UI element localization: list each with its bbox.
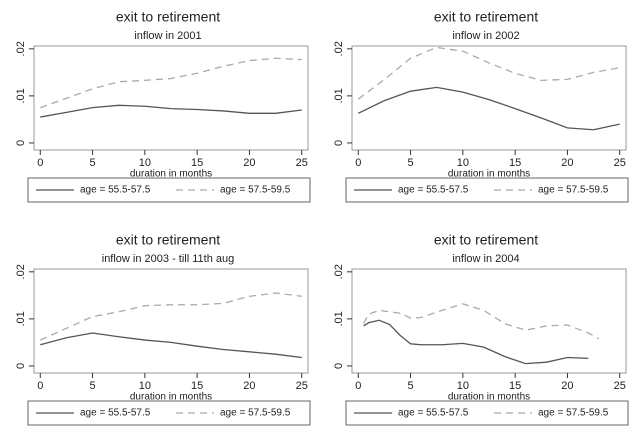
plot-frame bbox=[33, 268, 309, 374]
y-tick-label: 0 bbox=[15, 363, 27, 369]
x-axis-label: duration in months bbox=[448, 169, 530, 180]
y-tick-label: .01 bbox=[333, 311, 345, 326]
x-tick-label: 0 bbox=[37, 380, 43, 392]
plot-frame bbox=[33, 45, 309, 151]
x-axis-label: duration in months bbox=[448, 392, 530, 403]
y-tick-label: 0 bbox=[333, 363, 345, 369]
x-axis-label: duration in months bbox=[130, 169, 212, 180]
series-line bbox=[362, 303, 600, 340]
series-line bbox=[40, 332, 302, 359]
x-tick-label: 10 bbox=[139, 157, 151, 169]
legend-box bbox=[27, 400, 311, 426]
legend-label: age = 57.5-59.5 bbox=[220, 408, 291, 419]
chart-subtitle: inflow in 2001 bbox=[134, 30, 201, 42]
x-tick-label: 15 bbox=[509, 157, 521, 169]
legend-box bbox=[27, 177, 311, 203]
legend-label: age = 57.5-59.5 bbox=[538, 408, 609, 419]
x-tick-label: 0 bbox=[37, 157, 43, 169]
series-line bbox=[357, 86, 620, 131]
x-tick-label: 5 bbox=[408, 157, 414, 169]
y-tick-label: .01 bbox=[15, 88, 27, 103]
legend-label: age = 55.5-57.5 bbox=[398, 185, 469, 196]
x-tick-label: 5 bbox=[90, 380, 96, 392]
x-tick-label: 20 bbox=[243, 380, 255, 392]
x-tick-label: 5 bbox=[90, 157, 96, 169]
legend-box bbox=[345, 177, 629, 203]
chart-title: exit to retirement bbox=[116, 232, 220, 248]
legend-label: age = 57.5-59.5 bbox=[538, 185, 609, 196]
x-tick-label: 10 bbox=[457, 157, 469, 169]
x-tick-label: 10 bbox=[457, 380, 469, 392]
series-line bbox=[40, 292, 302, 341]
series-line bbox=[40, 57, 302, 109]
chart-subtitle: inflow in 2003 - till 11th aug bbox=[102, 253, 235, 265]
chart-title: exit to retirement bbox=[434, 9, 538, 25]
legend-label: age = 55.5-57.5 bbox=[398, 408, 469, 419]
x-tick-label: 25 bbox=[296, 157, 308, 169]
x-tick-label: 5 bbox=[408, 380, 414, 392]
y-tick-label: 0 bbox=[333, 140, 345, 146]
series-line bbox=[357, 46, 620, 100]
y-tick-label: .02 bbox=[15, 41, 27, 56]
x-tick-label: 20 bbox=[561, 157, 573, 169]
y-tick-label: 0 bbox=[15, 140, 27, 146]
chart-title: exit to retirement bbox=[116, 9, 220, 25]
legend-label: age = 55.5-57.5 bbox=[80, 185, 151, 196]
x-tick-label: 0 bbox=[355, 157, 361, 169]
plot-frame bbox=[351, 45, 627, 151]
x-tick-label: 10 bbox=[139, 380, 151, 392]
x-tick-label: 25 bbox=[614, 380, 626, 392]
series-line bbox=[363, 319, 589, 365]
legend-label: age = 55.5-57.5 bbox=[80, 408, 151, 419]
chart-title: exit to retirement bbox=[434, 232, 538, 248]
x-tick-label: 25 bbox=[614, 157, 626, 169]
legend-box bbox=[345, 400, 629, 426]
x-tick-label: 0 bbox=[355, 380, 361, 392]
y-tick-label: .01 bbox=[333, 88, 345, 103]
plot-frame bbox=[351, 268, 627, 374]
y-tick-label: .02 bbox=[15, 264, 27, 279]
x-tick-label: 20 bbox=[561, 380, 573, 392]
x-axis-label: duration in months bbox=[130, 392, 212, 403]
series-line bbox=[40, 104, 302, 118]
x-tick-label: 15 bbox=[509, 380, 521, 392]
x-tick-label: 25 bbox=[296, 380, 308, 392]
x-tick-label: 20 bbox=[243, 157, 255, 169]
y-tick-label: .01 bbox=[15, 311, 27, 326]
y-tick-label: .02 bbox=[333, 264, 345, 279]
y-tick-label: .02 bbox=[333, 41, 345, 56]
legend-label: age = 57.5-59.5 bbox=[220, 185, 291, 196]
chart-subtitle: inflow in 2002 bbox=[452, 30, 519, 42]
x-tick-label: 15 bbox=[191, 380, 203, 392]
chart-subtitle: inflow in 2004 bbox=[452, 253, 519, 265]
x-tick-label: 15 bbox=[191, 157, 203, 169]
